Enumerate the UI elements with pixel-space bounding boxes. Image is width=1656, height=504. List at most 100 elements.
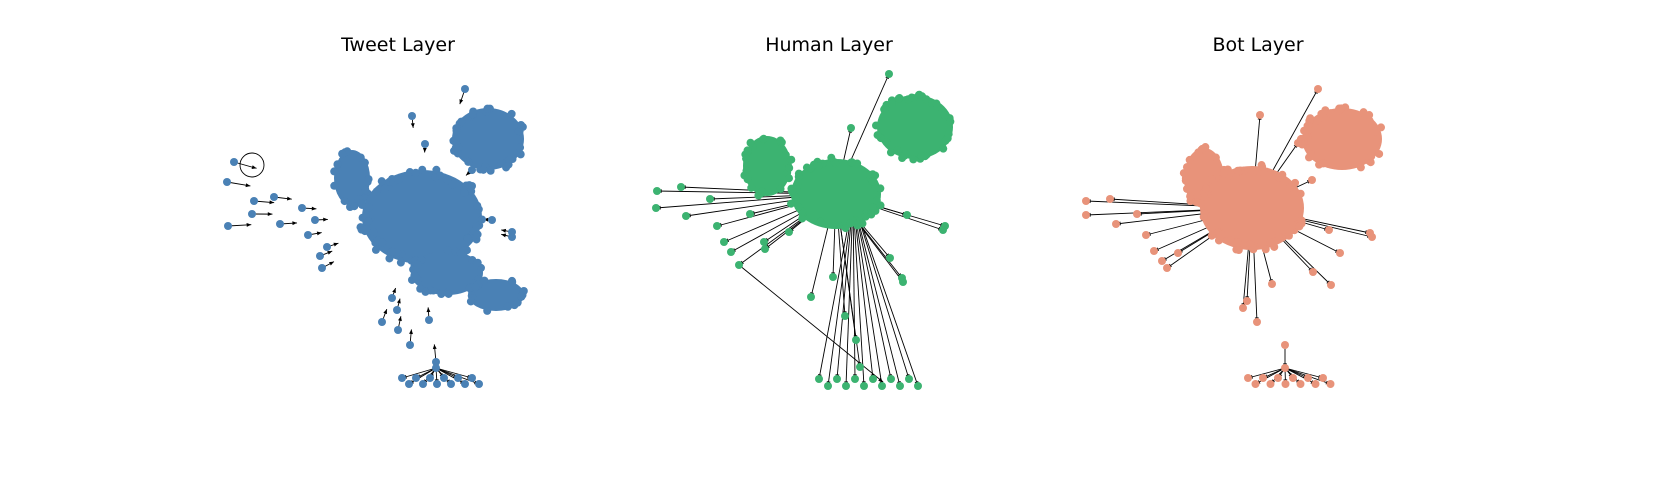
node <box>872 121 881 130</box>
node <box>781 150 790 159</box>
node <box>1275 232 1284 241</box>
node <box>364 217 373 226</box>
node <box>1194 148 1203 157</box>
node <box>1268 280 1276 288</box>
node <box>250 197 258 205</box>
arrow-head <box>501 228 507 233</box>
node <box>1274 374 1282 382</box>
node <box>842 382 850 390</box>
arrow-head <box>409 329 413 335</box>
node <box>447 380 455 388</box>
node <box>896 382 904 390</box>
node <box>408 112 416 120</box>
edge <box>852 199 919 387</box>
node <box>914 382 922 390</box>
node <box>1319 159 1328 168</box>
node <box>1082 197 1090 205</box>
node <box>847 124 855 132</box>
node <box>405 168 414 177</box>
node <box>372 187 381 196</box>
node <box>316 252 324 260</box>
node <box>444 289 453 298</box>
self-loop <box>239 152 265 178</box>
node <box>940 111 949 120</box>
node <box>727 248 735 256</box>
node <box>396 258 405 267</box>
node <box>787 199 796 208</box>
edge <box>435 367 473 379</box>
node <box>330 181 339 190</box>
node-cluster <box>452 108 524 170</box>
node <box>473 230 482 239</box>
node <box>471 283 480 292</box>
node <box>1372 136 1381 145</box>
arrow-head <box>398 316 402 322</box>
node <box>432 364 440 372</box>
node <box>1202 184 1211 193</box>
node <box>876 201 885 210</box>
node <box>852 336 860 344</box>
node <box>841 312 849 320</box>
node <box>1327 281 1335 289</box>
node <box>380 184 389 193</box>
node-cluster <box>1302 108 1382 170</box>
arrow-head <box>466 170 471 176</box>
node <box>472 222 481 231</box>
node <box>515 127 524 136</box>
node <box>746 210 754 218</box>
node <box>440 374 448 382</box>
node <box>946 117 955 126</box>
node <box>410 271 419 280</box>
arrow-head <box>269 200 275 205</box>
node <box>486 166 495 175</box>
node <box>882 138 891 147</box>
arrow-head <box>286 196 292 201</box>
edge <box>852 199 901 387</box>
node <box>468 374 476 382</box>
node <box>776 185 785 194</box>
node <box>785 164 794 173</box>
node <box>868 177 877 186</box>
node <box>378 238 387 247</box>
node <box>1207 231 1216 240</box>
node <box>1258 162 1267 171</box>
node <box>784 174 793 183</box>
node <box>1303 121 1312 130</box>
node <box>1256 111 1264 119</box>
node <box>887 99 896 108</box>
node <box>1261 245 1270 254</box>
node <box>475 380 483 388</box>
node <box>388 294 396 302</box>
node <box>677 183 685 191</box>
node <box>505 155 514 164</box>
node <box>508 233 516 241</box>
nodes <box>1082 85 1386 388</box>
edge <box>401 367 437 379</box>
node <box>461 380 469 388</box>
node <box>917 152 926 161</box>
node <box>464 157 473 166</box>
node <box>1313 116 1322 125</box>
node <box>1326 380 1335 388</box>
node <box>1259 374 1267 382</box>
node <box>412 374 420 382</box>
node <box>333 160 342 169</box>
node <box>304 231 312 239</box>
node <box>365 203 374 212</box>
node <box>456 249 465 258</box>
node <box>276 220 284 228</box>
node <box>798 214 807 223</box>
node <box>356 223 365 232</box>
node-cluster <box>1200 166 1304 250</box>
node <box>378 318 386 326</box>
node <box>1234 246 1243 255</box>
node <box>776 136 785 145</box>
node <box>1266 238 1275 247</box>
node <box>743 175 752 184</box>
arrow-head <box>246 222 252 227</box>
node <box>1291 178 1300 187</box>
node <box>461 85 469 93</box>
node <box>829 273 837 281</box>
node <box>939 226 947 234</box>
panel-human-layer: Human Layer <box>553 0 1105 504</box>
